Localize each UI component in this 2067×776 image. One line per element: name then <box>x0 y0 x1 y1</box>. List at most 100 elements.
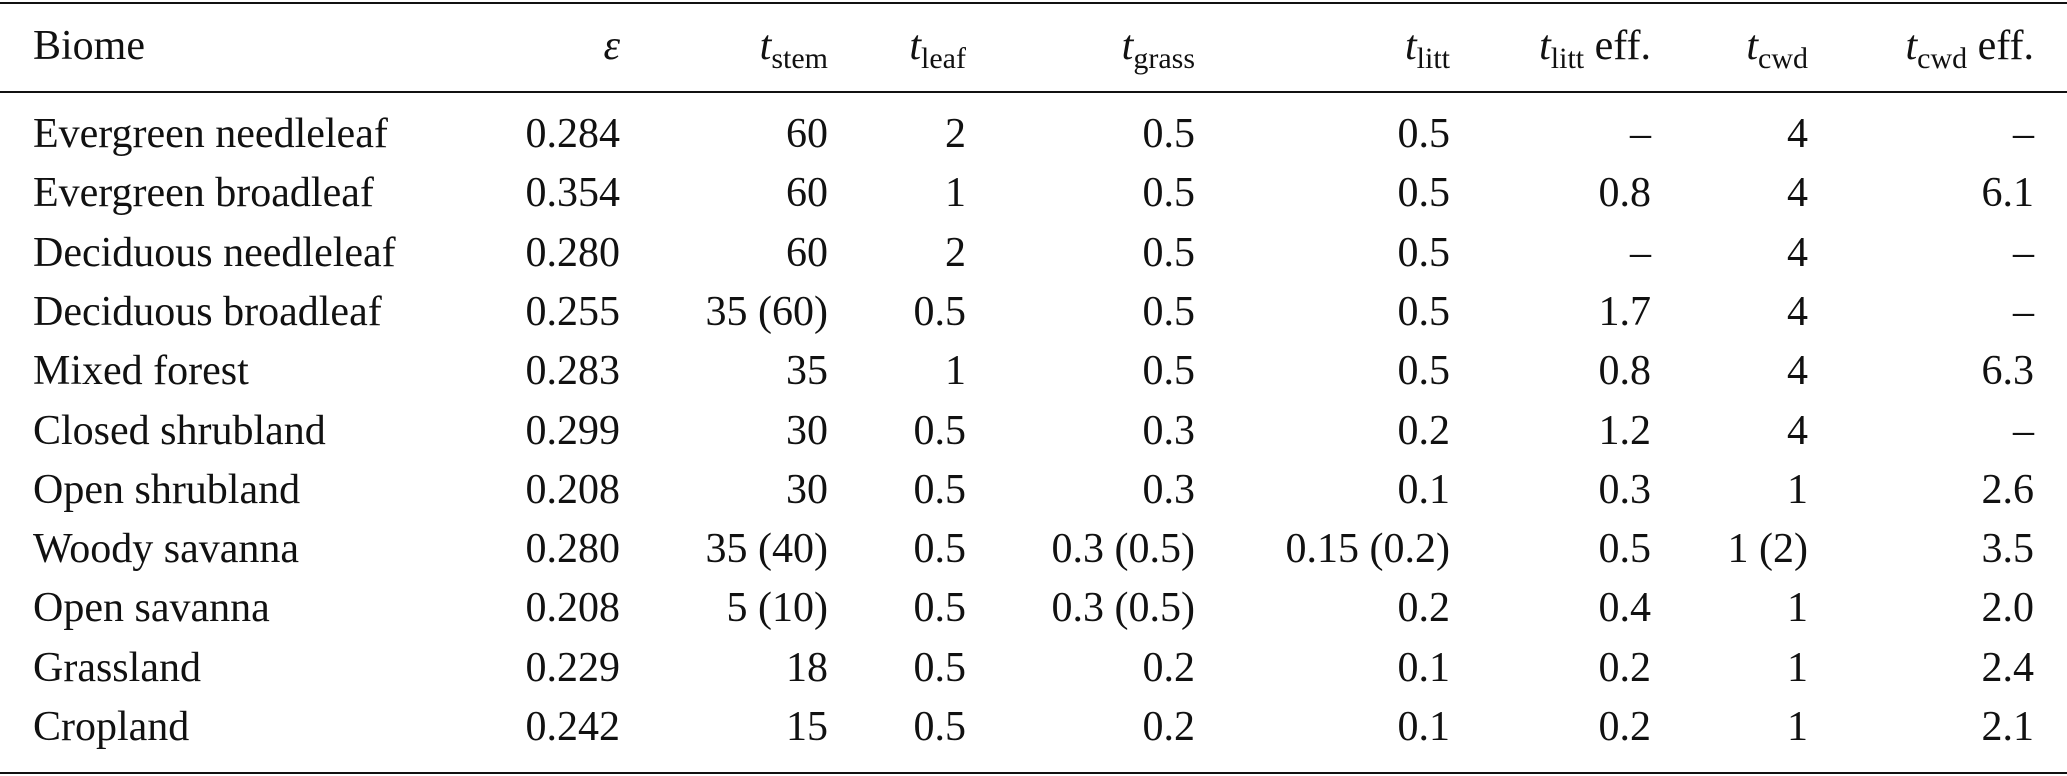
table-cell: 1.2 <box>1598 407 1652 454</box>
table-cell: 1.7 <box>1598 288 1652 335</box>
table-cell: 0.280 <box>525 229 621 276</box>
table-cell: 0.280 <box>525 526 621 573</box>
table-cell: 0.4 <box>1598 585 1652 632</box>
biome-name: Mixed forest <box>33 348 249 395</box>
table-cell: 0.5 <box>1397 170 1451 217</box>
table-cell: 2 <box>945 111 966 157</box>
biome-name: Woody savanna <box>33 526 300 573</box>
header-subscript: leaf <box>921 42 966 75</box>
table-cell: 1 <box>945 170 966 217</box>
table-cell: – <box>2013 229 2034 276</box>
table-cell: 0.5 <box>913 704 967 750</box>
table-cell: 0.5 <box>1397 288 1451 335</box>
table-cell: 4 <box>1787 407 1808 454</box>
header-symbol: t <box>1404 23 1417 69</box>
table-cell: – <box>1630 229 1651 276</box>
table-cell: 0.5 <box>913 288 967 335</box>
header-rule <box>0 91 2067 93</box>
table-cell: 0.1 <box>1397 704 1451 750</box>
column-header: tcwd <box>1746 25 1808 74</box>
table-cell: 0.5 <box>1397 348 1451 395</box>
table-cell: 0.5 <box>1142 111 1196 157</box>
table-cell: 60 <box>786 170 828 217</box>
table-cell: 0.3 <box>1142 466 1196 513</box>
table-cell: 2.0 <box>1981 585 2035 632</box>
table-cell: – <box>2013 407 2034 454</box>
biome-name: Cropland <box>33 704 190 750</box>
table-cell: 0.2 <box>1142 704 1196 750</box>
table-cell: 35 (60) <box>705 288 828 335</box>
column-header: tlitt eff. <box>1539 23 1651 74</box>
header-subscript: stem <box>771 42 828 75</box>
table-cell: 0.3 (0.5) <box>1051 585 1195 632</box>
table-cell: 0.5 <box>913 585 967 632</box>
table-cell: 1 <box>1787 644 1808 691</box>
table-cell: 0.5 <box>913 407 967 454</box>
header-subscript: litt <box>1416 42 1450 75</box>
biome-name: Evergreen broadleaf <box>33 170 374 217</box>
table-cell: 4 <box>1787 348 1808 395</box>
table-cell: 0.5 <box>1397 229 1451 276</box>
table-cell: 0.229 <box>525 644 621 691</box>
bottom-rule <box>0 772 2067 774</box>
table-cell: 4 <box>1787 170 1808 217</box>
header-subscript: cwd <box>1758 42 1808 75</box>
table-cell: 0.354 <box>525 170 621 217</box>
table-cell: 0.3 <box>1142 407 1196 454</box>
table-cell: 5 (10) <box>726 585 828 632</box>
table-cell: 0.299 <box>525 407 621 454</box>
column-header: tlitt <box>1404 23 1450 74</box>
biome-name: Closed shrubland <box>33 407 326 454</box>
column-header: ε <box>603 25 620 67</box>
header-suffix: eff. <box>1594 23 1651 69</box>
biome-name: Open shrubland <box>33 466 301 513</box>
table-cell: 0.3 (0.5) <box>1051 526 1195 573</box>
table-cell: 2 <box>945 229 966 276</box>
table-cell: 6.1 <box>1981 170 2035 217</box>
header-symbol: t <box>1121 23 1134 69</box>
table-cell: 1 (2) <box>1727 526 1808 573</box>
table-cell: 0.2 <box>1397 585 1451 632</box>
table-cell: 4 <box>1787 288 1808 335</box>
header-subscript: cwd <box>1917 42 1968 75</box>
table-cell: 0.5 <box>1142 229 1196 276</box>
table-cell: 0.5 <box>1142 348 1196 395</box>
table-cell: – <box>2013 111 2034 157</box>
table-cell: 0.5 <box>913 466 967 513</box>
table-cell: 35 <box>786 348 828 395</box>
table-cell: 15 <box>786 704 828 750</box>
table-cell: 0.2 <box>1142 644 1196 691</box>
biome-name: Evergreen needleleaf <box>33 111 388 157</box>
table-cell: 2.4 <box>1981 644 2035 691</box>
table-cell: 4 <box>1787 229 1808 276</box>
header-symbol: t <box>1539 23 1551 69</box>
biome-name: Grassland <box>33 644 201 691</box>
top-rule <box>0 2 2067 4</box>
table-cell: 30 <box>786 466 828 513</box>
header-text: Biome <box>33 23 145 69</box>
column-header: tleaf <box>909 23 966 74</box>
column-header: Biome <box>33 25 145 67</box>
table-cell: 6.3 <box>1981 348 2035 395</box>
header-symbol: t <box>909 23 922 69</box>
table-cell: 0.1 <box>1397 466 1451 513</box>
header-subscript: grass <box>1133 42 1195 75</box>
table-cell: 0.2 <box>1397 407 1451 454</box>
table-cell: 1 <box>1787 704 1808 750</box>
table-cell: 0.255 <box>525 288 621 335</box>
table-cell: 0.5 <box>913 526 967 573</box>
table-cell: 0.208 <box>525 466 621 513</box>
table-cell: 0.5 <box>1397 111 1451 157</box>
header-suffix: eff. <box>1977 23 2034 69</box>
table-cell: 0.283 <box>525 348 621 395</box>
table-cell: 1 <box>1787 466 1808 513</box>
header-subscript: litt <box>1550 42 1585 75</box>
header-symbol: ε <box>603 23 620 69</box>
table-cell: 1 <box>945 348 966 395</box>
table-cell: 0.8 <box>1598 170 1652 217</box>
table-cell: 0.1 <box>1397 644 1451 691</box>
table-cell: 0.3 <box>1598 466 1652 513</box>
biome-name: Deciduous needleleaf <box>33 229 396 276</box>
table-cell: – <box>2013 288 2034 335</box>
table-cell: 1 <box>1787 585 1808 632</box>
